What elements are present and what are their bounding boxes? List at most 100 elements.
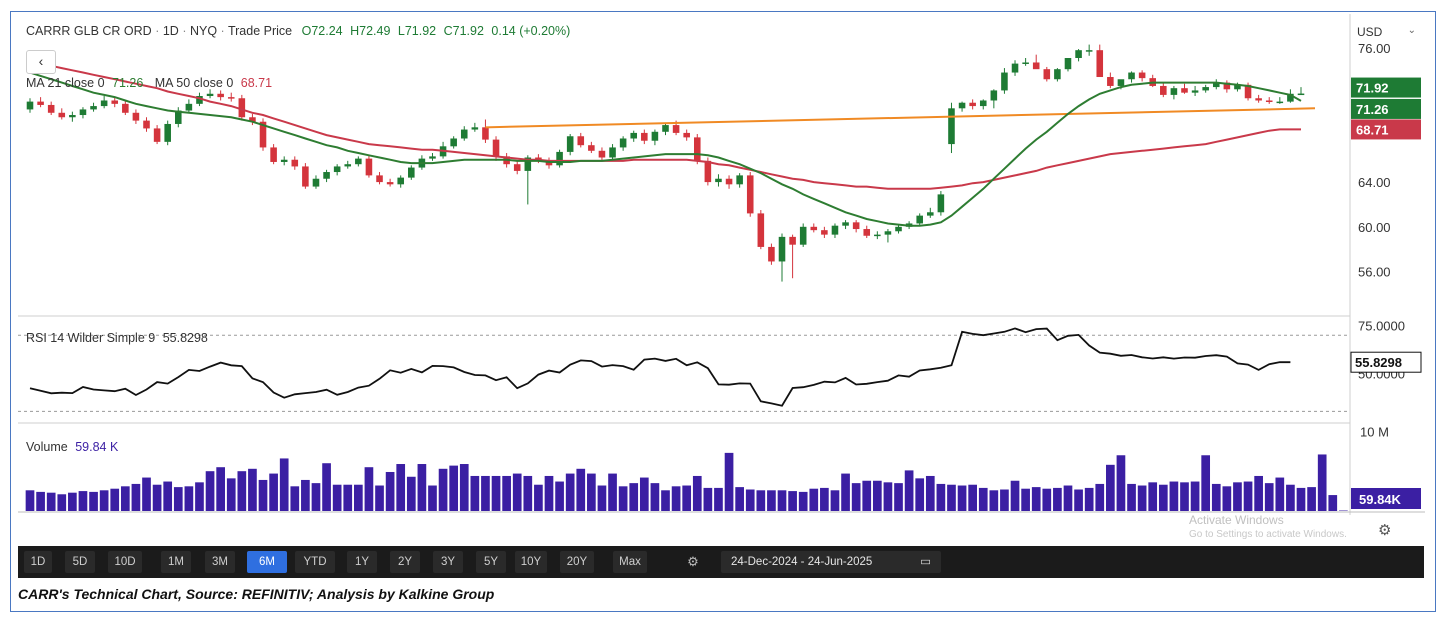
candle [641,129,648,145]
candle-body [990,90,998,101]
volume-bar [1053,487,1062,511]
volume-bar [820,487,829,511]
volume-bar [862,480,872,511]
candle [1212,79,1220,90]
candle [291,156,299,170]
candle [47,101,55,116]
volume-bar [364,467,374,511]
volume-bar [1063,485,1073,511]
candle [874,231,881,240]
candle [69,111,76,122]
candle-body [566,136,574,152]
volume-bar [406,476,416,511]
candle-body [450,138,457,147]
candle [1075,49,1082,62]
figure-caption: CARR's Technical Chart, Source: REFINITI… [18,586,495,602]
candle [810,223,818,233]
range-button-5d[interactable]: 5D [65,551,95,573]
candle-body [471,127,479,130]
date-range-picker[interactable]: 24-Dec-2024 - 24-Jun-2025 ▭ [721,551,941,573]
volume-bar [120,486,130,511]
settings-icon[interactable]: ⚙ [1378,522,1392,539]
candle-body [757,213,765,247]
candle-body [58,112,66,118]
calendar-icon[interactable]: ▭ [920,556,931,568]
volume-bar [163,481,173,511]
instrument-name: CARRR GLB CR ORD [26,24,152,38]
candle-body [79,109,87,116]
volume-bar [1254,475,1263,511]
candle-body [768,246,775,262]
candle [524,155,532,205]
volume-bar [523,475,533,511]
candle [821,226,828,238]
volume-bar [68,492,77,511]
volume-bar [1307,487,1316,511]
candle-body [619,138,627,148]
range-button-6m[interactable]: 6M [247,551,287,573]
candle [132,109,140,124]
range-button-1m[interactable]: 1M [161,551,191,573]
candle [344,160,352,169]
range-button-max[interactable]: Max [613,551,647,573]
volume-bar [904,470,914,511]
volume-bar [851,483,861,511]
candle [609,144,616,161]
volume-bar [1010,480,1020,511]
range-button-2y[interactable]: 2Y [390,551,420,573]
volume-bar [481,475,490,511]
candle-body [132,112,140,121]
candle [1297,87,1305,96]
candle-body [69,115,76,118]
candle [831,223,839,238]
candle [863,225,871,238]
volume-bar [767,490,776,511]
candle [460,126,468,141]
candle-body [302,166,309,187]
range-button-5y[interactable]: 5Y [476,551,506,573]
candle-body [641,132,648,141]
back-button[interactable]: ‹ [26,50,56,74]
ma50-badge: 68.71 [1351,119,1421,140]
candle-body [609,147,616,158]
candle [1011,60,1019,76]
candle [122,100,129,116]
candle-body [715,178,722,183]
volume-value: 59.84 K [75,440,119,454]
chevron-left-icon: ‹ [38,53,44,69]
ma21-badge-text: 71.26 [1356,102,1389,117]
ohlc-change: 0.14 (+0.20%) [491,24,571,38]
gear-icon[interactable]: ⚙ [687,554,699,569]
volume-bar [226,478,236,511]
currency-select[interactable]: USD ⌄ [1350,14,1422,46]
range-button-10y[interactable]: 10Y [515,551,547,573]
range-button-1d[interactable]: 1D [24,551,52,573]
volume-bar [587,473,596,511]
candle [471,122,479,132]
volume-bar [894,483,903,511]
candle [556,149,563,168]
candle-body [26,101,34,110]
candle [895,224,902,234]
rsi-value-badge: 55.8298 [1350,351,1422,373]
candle-body [927,212,934,216]
volume-bar [555,481,564,511]
candle-body [545,160,553,166]
range-button-3y[interactable]: 3Y [433,551,463,573]
volume-bar [290,486,300,511]
range-button-ytd[interactable]: YTD [295,551,335,573]
range-button-3m[interactable]: 3M [205,551,235,573]
range-button-20y[interactable]: 20Y [560,551,594,573]
candle [280,156,288,166]
range-button-1y[interactable]: 1Y [347,551,377,573]
candle-body [746,175,754,214]
candle [174,107,182,128]
candle [26,98,34,113]
candle-body [895,226,902,232]
candle-body [47,104,55,113]
range-button-10d[interactable]: 10D [108,551,142,573]
candle [588,141,595,154]
candle [683,129,690,141]
candle [238,94,246,121]
